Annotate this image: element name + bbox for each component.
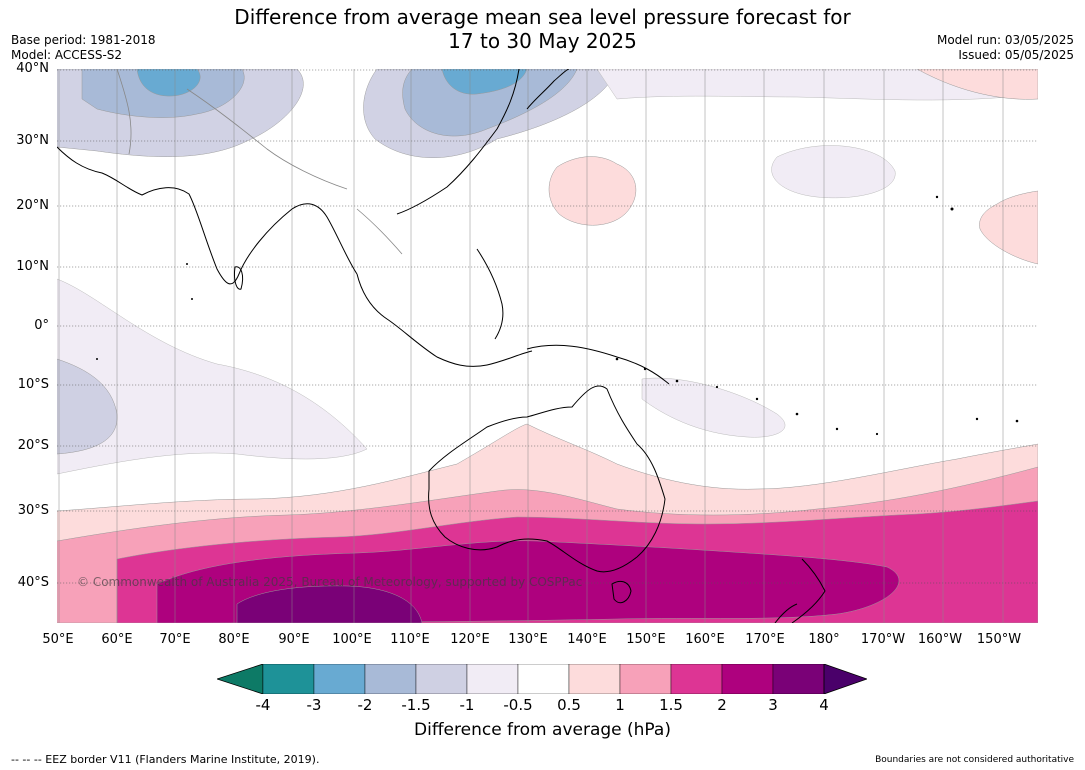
colorbar-segment-11 xyxy=(772,664,825,694)
colorbar-tick-label: -1.5 xyxy=(401,696,431,714)
colorbar-segment-5 xyxy=(466,664,519,694)
coast-east-china xyxy=(396,69,520,215)
colorbar-tick-label: -2 xyxy=(357,696,373,714)
meta-right: Model run: 03/05/2025 Issued: 05/05/2025 xyxy=(937,33,1074,63)
lon-label-80e: 80°E xyxy=(218,632,250,647)
lon-label-90e: 90°E xyxy=(278,632,310,647)
anomaly-pos-northeast-corner xyxy=(916,69,1038,100)
coast-tasmania xyxy=(611,580,632,604)
lon-label-160e: 160°E xyxy=(685,632,725,647)
anomaly-neg-china-peak xyxy=(441,69,528,95)
lon-label-110e: 110°E xyxy=(390,632,430,647)
lon-label-140e: 140°E xyxy=(567,632,607,647)
lat-label-20s: 20°S xyxy=(17,438,49,453)
anomaly-weak-neg-coral-sea xyxy=(641,377,786,438)
lon-label-170e: 170°E xyxy=(745,632,785,647)
colorbar-tick-label: 1.5 xyxy=(659,696,683,714)
colorbar-segment-3 xyxy=(364,664,417,694)
map-svg xyxy=(57,69,1038,623)
map-meridians xyxy=(58,69,1004,623)
lat-label-30n: 30°N xyxy=(16,133,49,148)
colorbar-segment-7 xyxy=(568,664,621,694)
lat-label-40n: 40°N xyxy=(16,61,49,76)
colorbar-segment-1 xyxy=(262,664,315,694)
lon-label-150e: 150°E xyxy=(626,632,666,647)
base-period: Base period: 1981-2018 xyxy=(11,33,156,47)
anomaly-neg-china-core xyxy=(402,69,578,137)
colorbar-arrow-low xyxy=(217,664,264,694)
issued-date: Issued: 05/05/2025 xyxy=(958,48,1074,62)
anomaly-pos-hawaii-east xyxy=(979,190,1038,265)
coast-philippines xyxy=(476,248,504,340)
colorbar-segment-10 xyxy=(721,664,774,694)
map-title: Difference from average mean sea level p… xyxy=(0,5,1085,53)
colorbar-tick-label: 3 xyxy=(768,696,778,714)
anomaly-weak-neg-indian-ocean xyxy=(57,278,368,475)
anomaly-weak-neg-north-pacific xyxy=(596,69,1038,101)
model-run: Model run: 03/05/2025 xyxy=(936,33,1074,47)
coast-new-guinea xyxy=(526,344,670,385)
anomaly-pos-band-5 xyxy=(236,585,423,623)
colorbar-tick-label: -1 xyxy=(459,696,475,714)
coast-sri-lanka xyxy=(234,266,244,290)
colorbar-tick-label: 1 xyxy=(615,696,625,714)
coast-australia xyxy=(428,385,666,573)
lat-label-20n: 20°N xyxy=(16,198,49,213)
lon-label-180: 180° xyxy=(808,632,840,647)
colorbar-segment-9 xyxy=(670,664,723,694)
copyright-notice: © Commonwealth of Australia 2025, Bureau… xyxy=(77,575,583,589)
colorbar-tick-label: -4 xyxy=(255,696,271,714)
lon-label-160w: 160°W xyxy=(917,632,963,647)
islands xyxy=(96,195,1019,436)
coast-japan xyxy=(526,69,570,110)
colorbar-segment-2 xyxy=(313,664,366,694)
title-line-1: Difference from average mean sea level p… xyxy=(234,5,851,29)
colorbar xyxy=(217,664,867,694)
anomaly-pos-northwest-pacific xyxy=(548,156,637,226)
colorbar-segment-8 xyxy=(619,664,672,694)
coast-arabia-india xyxy=(57,146,358,285)
lon-label-70e: 70°E xyxy=(159,632,191,647)
boundaries-disclaimer: Boundaries are not considered authoritat… xyxy=(875,755,1074,765)
lat-label-10n: 10°N xyxy=(16,259,49,274)
colorbar-segment-4 xyxy=(415,664,468,694)
country-borders xyxy=(116,69,403,255)
model-name: Model: ACCESS-S2 xyxy=(11,48,123,62)
map-panel xyxy=(57,69,1038,623)
colorbar-segment-6 xyxy=(517,664,570,694)
eez-border-note: -- -- -- EEZ border V11 (Flanders Marine… xyxy=(11,753,320,766)
anomaly-neg-middle-east-peak xyxy=(136,69,201,97)
lat-label-30s: 30°S xyxy=(17,503,49,518)
meta-left: Base period: 1981-2018 Model: ACCESS-S2 xyxy=(11,33,156,63)
colorbar-title: Difference from average (hPa) xyxy=(414,720,671,740)
lon-label-170w: 170°W xyxy=(860,632,906,647)
colorbar-arrow-high xyxy=(823,664,867,694)
colorbar-tick-label: 0.5 xyxy=(557,696,581,714)
colorbar-tick-label: -0.5 xyxy=(503,696,533,714)
anomaly-weak-neg-central-pacific xyxy=(771,145,896,199)
lat-label-40s: 40°S xyxy=(17,575,49,590)
lon-label-120e: 120°E xyxy=(450,632,490,647)
coastlines xyxy=(57,69,826,623)
title-line-2: 17 to 30 May 2025 xyxy=(448,29,637,53)
colorbar-tick-label: 2 xyxy=(717,696,727,714)
coast-southeast-asia xyxy=(356,273,533,367)
colorbar-tick-label: -3 xyxy=(306,696,322,714)
coast-new-zealand xyxy=(774,558,826,623)
lon-label-60e: 60°E xyxy=(101,632,133,647)
lat-label-10s: 10°S xyxy=(17,377,49,392)
lon-label-50e: 50°E xyxy=(42,632,74,647)
colorbar-tick-label: 4 xyxy=(819,696,829,714)
lon-label-130e: 130°E xyxy=(508,632,548,647)
lon-label-100e: 100°E xyxy=(332,632,372,647)
lon-label-150w: 150°W xyxy=(976,632,1022,647)
lat-label-equator: 0° xyxy=(34,318,49,333)
